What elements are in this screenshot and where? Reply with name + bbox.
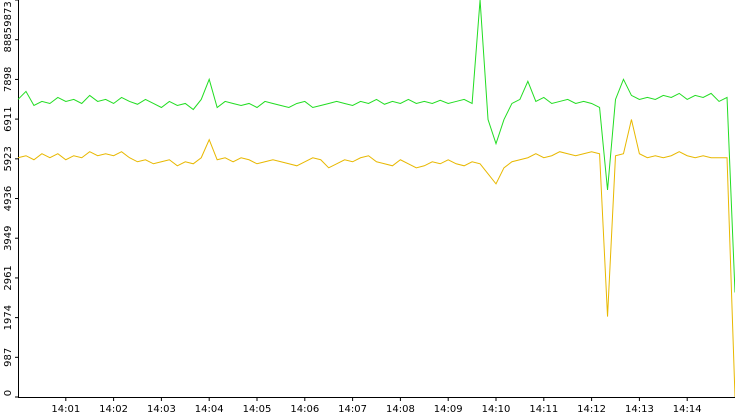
x-tick-label: 14:03 (147, 404, 176, 415)
y-tick-label: 6911 (3, 106, 14, 131)
x-tick-label: 14:12 (577, 404, 606, 415)
x-tick-label: 14:13 (625, 404, 654, 415)
x-tick-label: 14:14 (673, 404, 702, 415)
y-tick-label: 4936 (3, 186, 14, 211)
x-tick-label: 14:08 (386, 404, 415, 415)
y-tick-label: 1974 (3, 305, 14, 330)
x-tick-label: 14:07 (338, 404, 367, 415)
y-tick-label: 8885 (3, 27, 14, 52)
x-tick-label: 14:04 (195, 404, 224, 415)
x-tick-label: 14:02 (99, 404, 128, 415)
series-line (17, 0, 735, 293)
y-tick-label: 987 (3, 348, 14, 367)
x-tick-label: 14:01 (51, 404, 80, 415)
y-tick-label: 9873 (3, 1, 14, 26)
y-tick-label: 5923 (3, 146, 14, 171)
y-tick-label: 2961 (3, 265, 14, 290)
x-tick-label: 14:05 (243, 404, 272, 415)
y-tick-label: 7898 (3, 67, 14, 92)
x-tick-label: 14:10 (482, 404, 511, 415)
x-tick-label: 14:06 (290, 404, 319, 415)
y-tick-label: 3949 (3, 225, 14, 250)
y-tick-label: 0 (3, 390, 14, 396)
x-tick-label: 14:11 (529, 404, 558, 415)
series-line (17, 119, 735, 398)
x-tick-label: 14:09 (434, 404, 463, 415)
